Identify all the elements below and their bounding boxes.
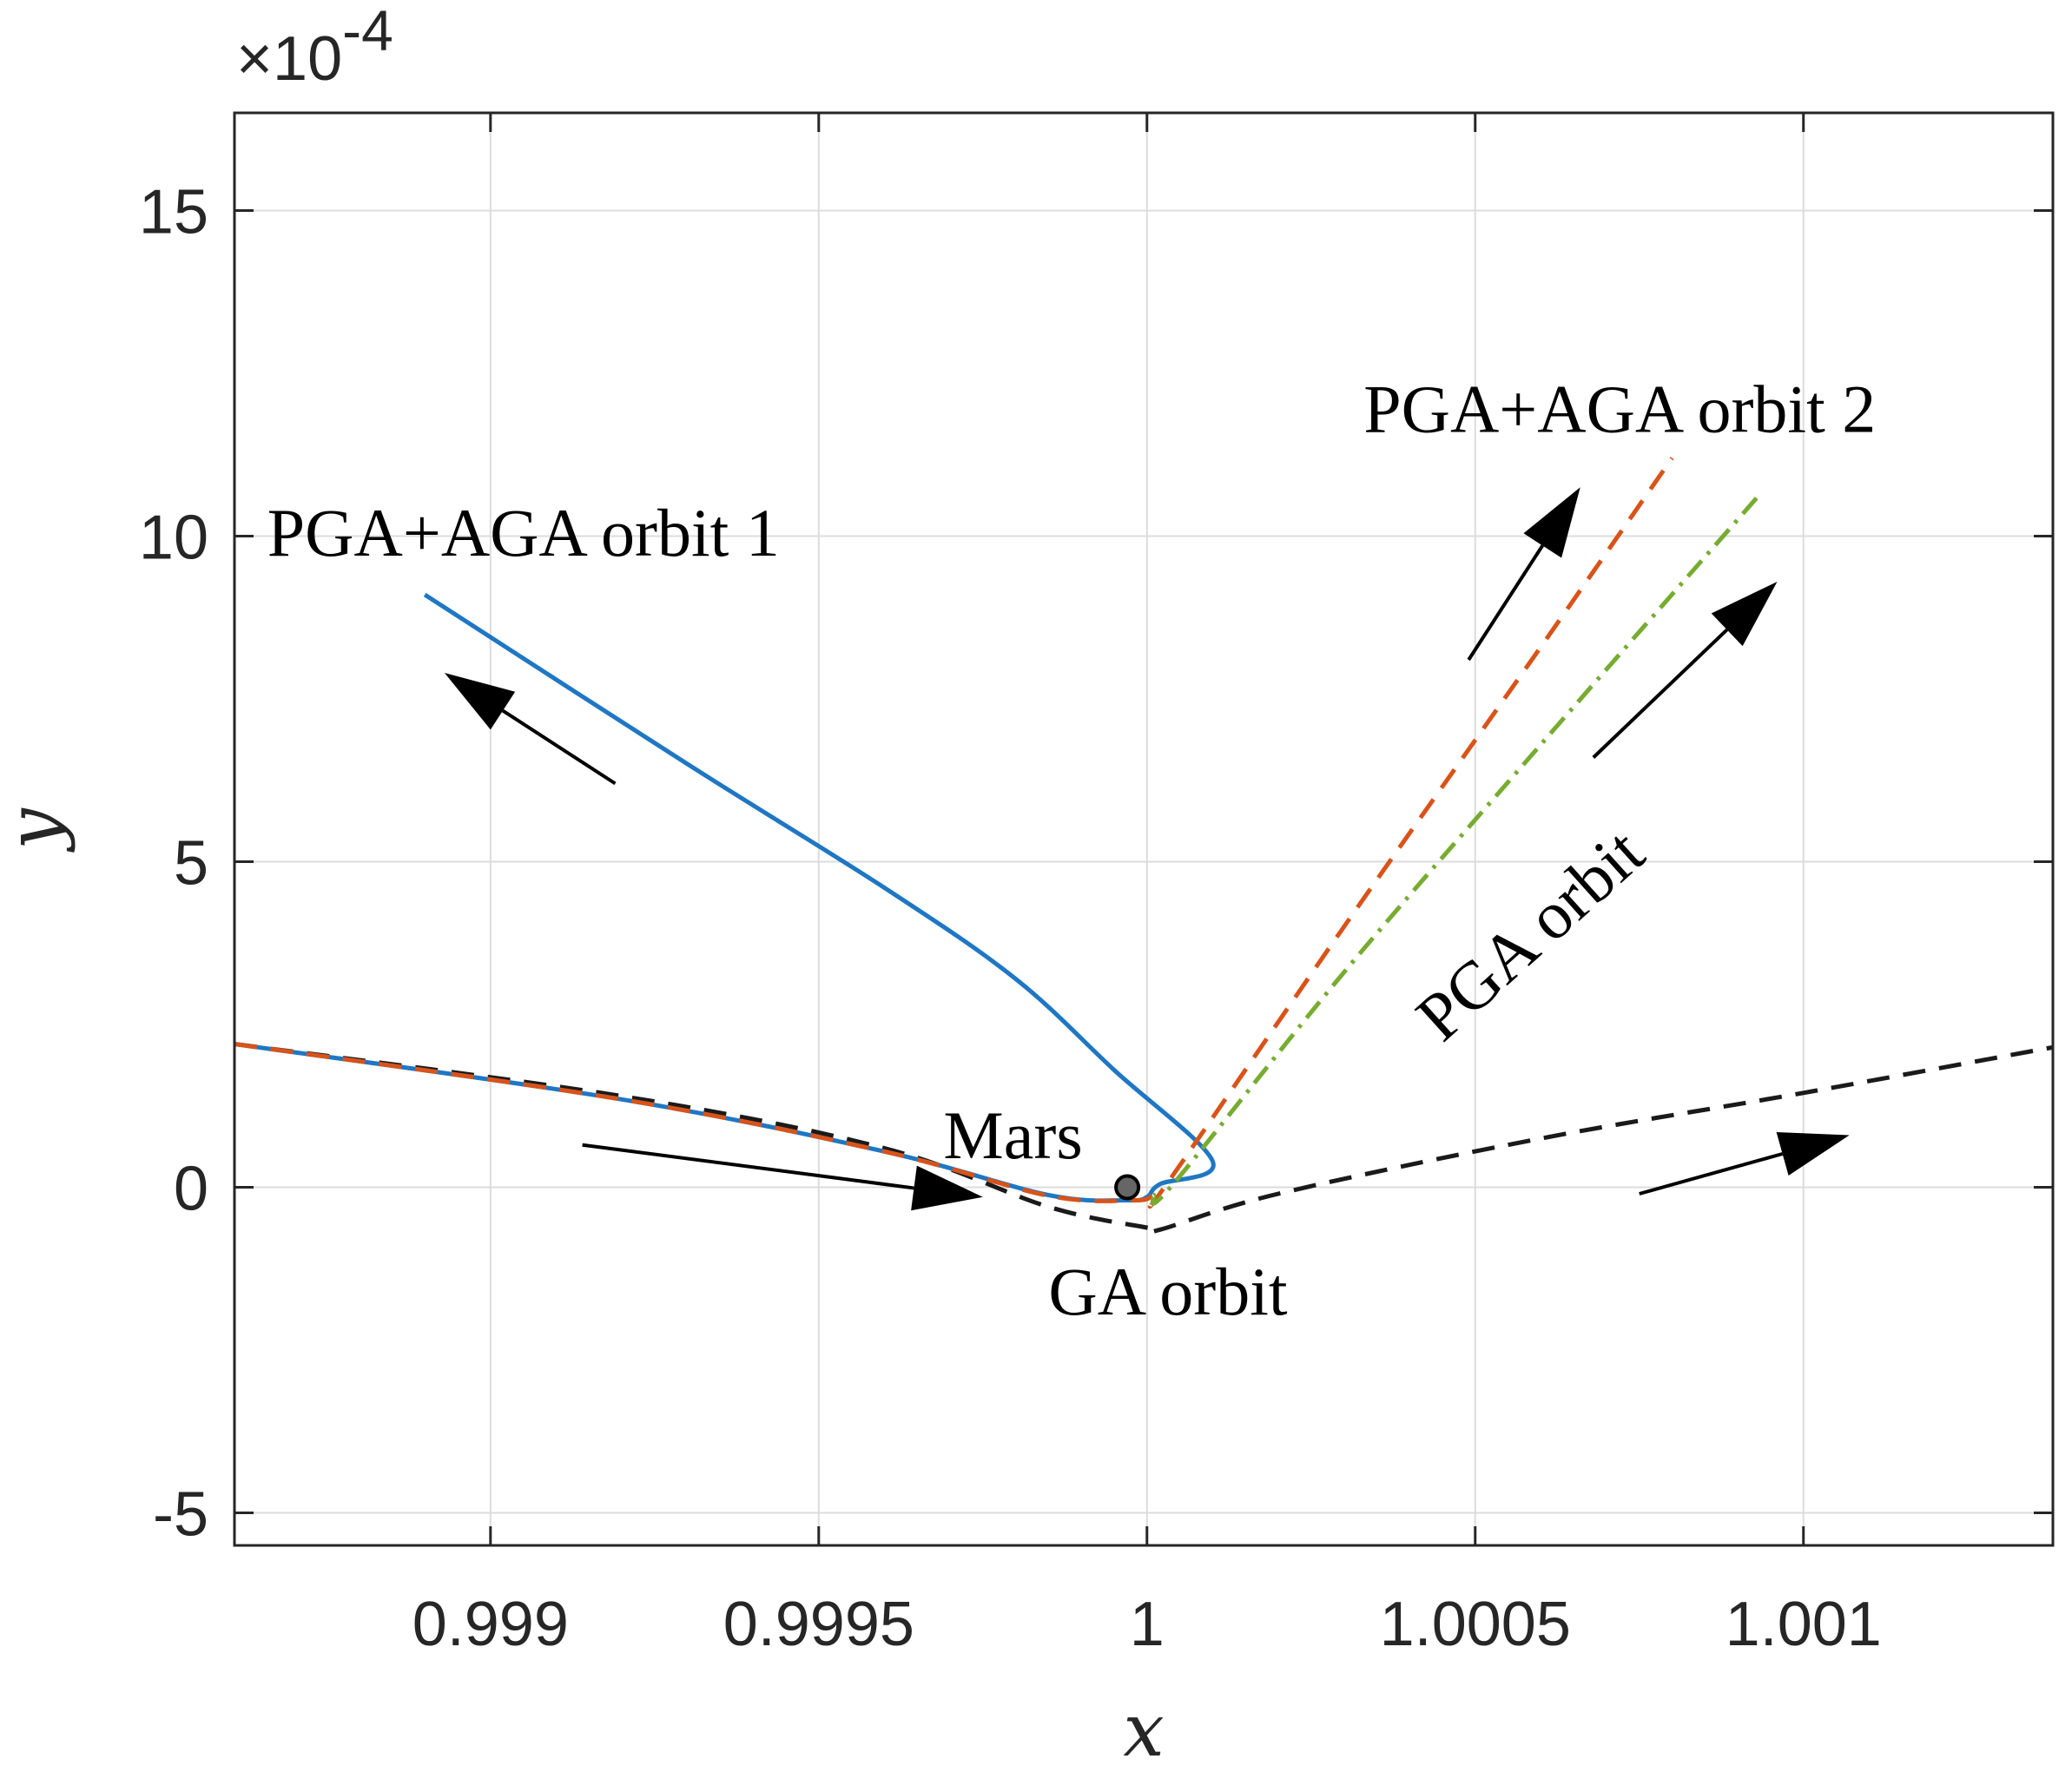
arrow-shaft <box>501 708 617 786</box>
arrow-shaft <box>1467 544 1544 662</box>
tick-labels: 0.999 0.9995 1 1.0005 1.001 -5 0 5 10 15 <box>139 178 1882 1660</box>
y-tick-label: -5 <box>153 1480 208 1550</box>
series-pga-aga-orbit-1 <box>234 592 1216 1203</box>
arrow-head <box>911 1165 983 1211</box>
x-tick-label: 1.0005 <box>1380 1590 1571 1659</box>
series-pga-aga-orbit-2 <box>234 457 1674 1209</box>
y-tick-label: 10 <box>139 504 208 573</box>
arrow-head <box>444 673 516 730</box>
x-axis-label: x <box>1123 1688 1164 1772</box>
arrow-head <box>1523 487 1580 558</box>
mars-marker-group <box>1114 1174 1141 1201</box>
annotation-pga-aga-1: PGA+AGA orbit 1 <box>267 495 780 570</box>
mars-marker <box>1114 1174 1141 1201</box>
grid-lines <box>234 113 2053 1545</box>
arrow-head <box>1776 1131 1850 1176</box>
plot-frame <box>233 111 2055 1547</box>
y-axis-label: y <box>0 807 76 853</box>
y-tick-label: 0 <box>174 1155 208 1224</box>
series-ga-orbit <box>234 1042 2053 1235</box>
axis-ticks <box>234 113 2053 1545</box>
y-tick-label: 5 <box>174 829 208 899</box>
x-tick-label: 1 <box>1130 1590 1165 1659</box>
annotation-pga-aga-2: PGA+AGA orbit 2 <box>1363 372 1876 447</box>
x-tick-label: 1.001 <box>1726 1590 1882 1659</box>
x-tick-label: 0.9995 <box>723 1590 914 1659</box>
direction-arrows <box>444 487 1850 1211</box>
series-lines <box>234 457 2053 1235</box>
plot-area-background <box>234 113 2053 1545</box>
arrow-shaft <box>1592 628 1729 759</box>
annotation-mars: Mars <box>943 1097 1082 1173</box>
arrow-shaft <box>582 1143 914 1190</box>
series-pga-orbit <box>1150 495 1759 1206</box>
arrow-head <box>1711 582 1778 647</box>
annotation-ga: GA orbit <box>1048 1254 1288 1329</box>
x-tick-label: 0.999 <box>412 1590 569 1659</box>
y-tick-label: 15 <box>139 178 208 247</box>
y-scale-factor-label: ×10-4 <box>236 0 393 94</box>
arrow-shaft <box>1639 1152 1784 1196</box>
